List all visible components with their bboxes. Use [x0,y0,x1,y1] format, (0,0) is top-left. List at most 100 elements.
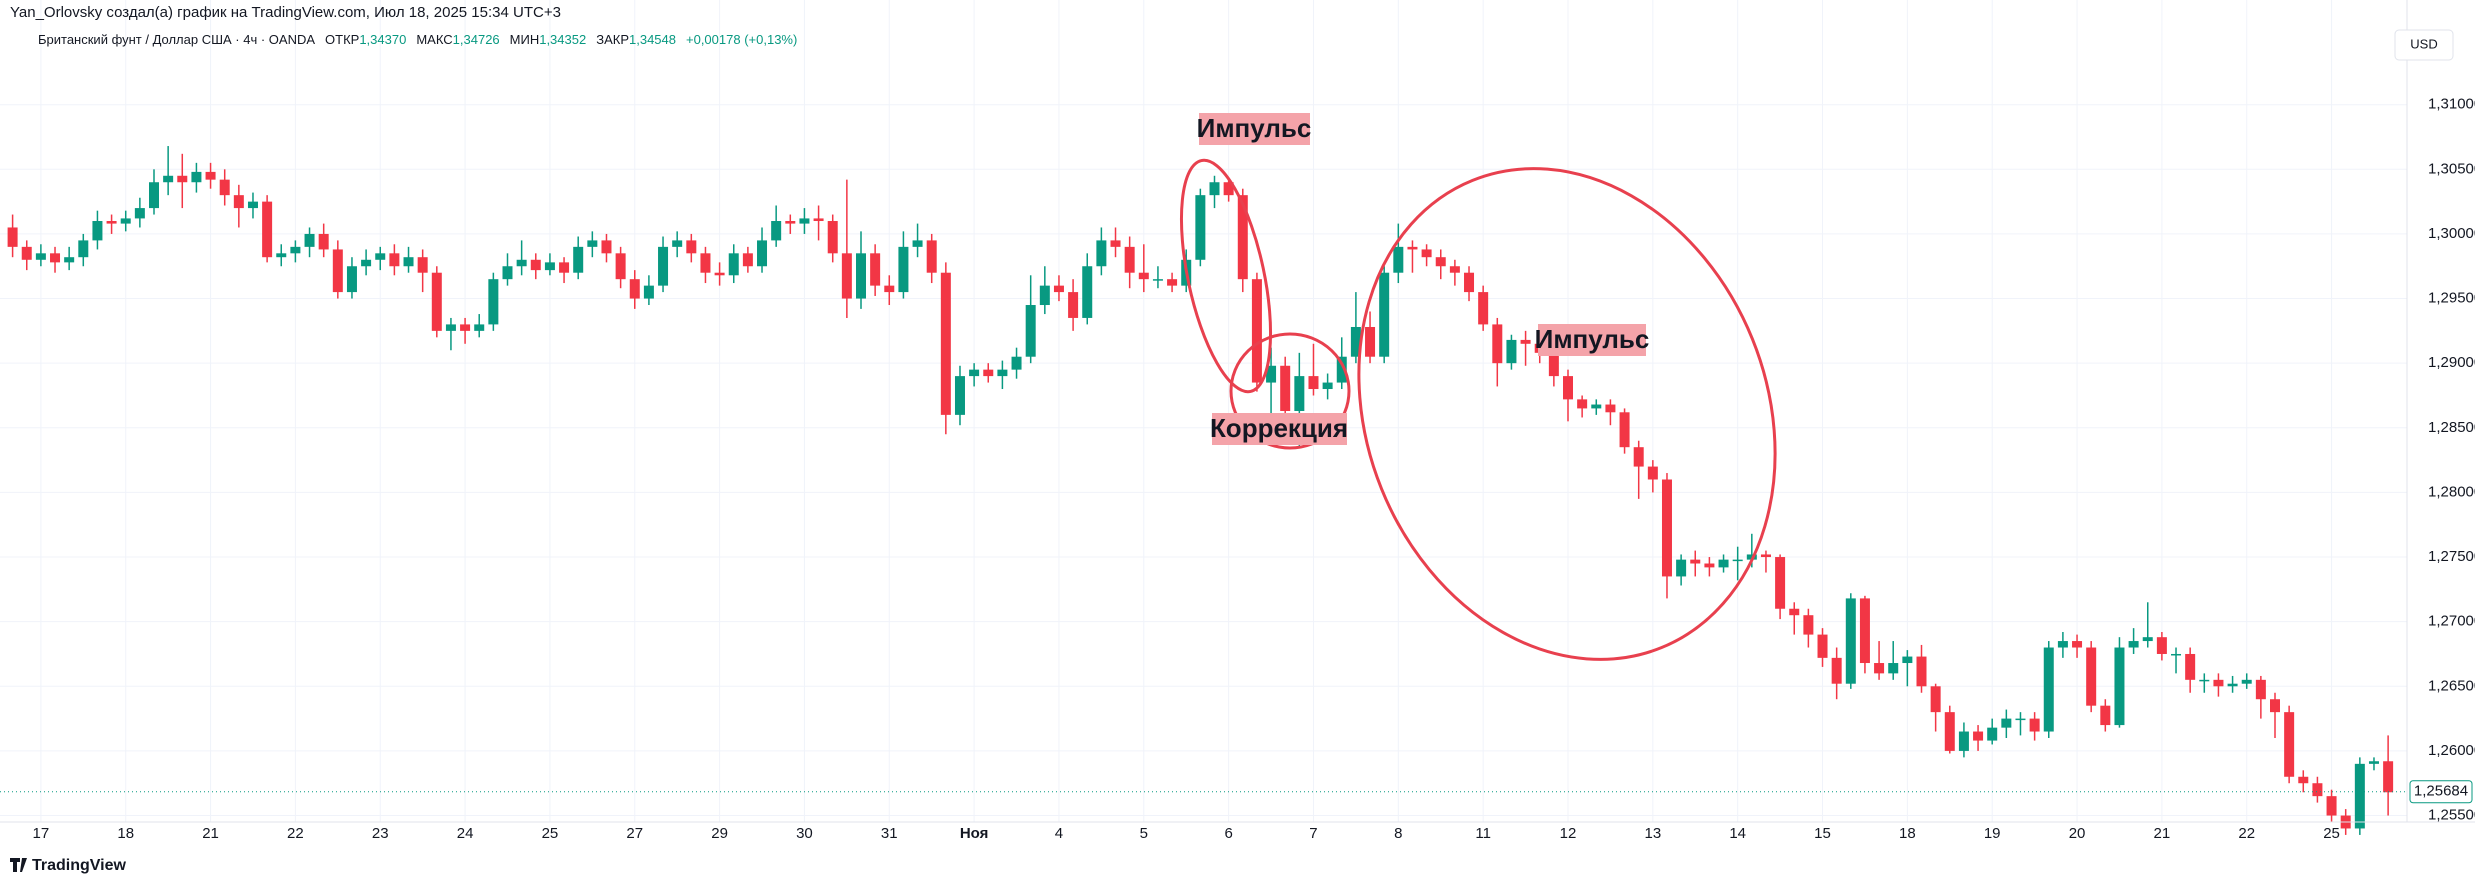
candle-body [912,240,923,247]
candle-body [2015,718,2026,721]
candle-body [1449,266,1460,273]
candle-body [1478,292,1489,325]
candle-body [643,285,654,299]
candle-body [1718,559,1729,568]
candle-body [686,240,697,254]
candle-body [1563,376,1573,400]
x-tick-label: 12 [1560,825,1577,842]
candle-body [92,221,103,241]
ohlc-name: МАКС [416,32,452,47]
candle-body [2043,647,2054,732]
y-tick-label: 1,29500 [2428,290,2475,307]
candle-body [50,253,61,263]
x-tick-label: 15 [1814,825,1831,842]
candle-body [1435,257,1446,267]
candle-body [1266,365,1277,383]
x-tick-label: 17 [33,825,50,842]
candle-body [2128,641,2139,648]
legend: Британский фунт / Доллар США · 4ч · OAND… [38,32,797,47]
candle-body [1633,447,1644,467]
x-tick-label: 29 [711,825,728,842]
candle-body [1732,559,1743,562]
y-tick-label: 1,26500 [2428,677,2475,694]
y-tick-label: 1,26000 [2428,742,2475,759]
candle-body [1831,657,1842,684]
candle-body [64,257,75,263]
annotation: Коррекция [1210,413,1348,443]
x-tick-label: 7 [1309,825,1317,842]
candle-body [233,195,244,209]
candle-body [2326,796,2337,816]
annotation: Импульс [1535,324,1650,354]
candle-body [1053,285,1064,293]
x-tick-label: 18 [1899,825,1916,842]
currency: USD [2410,36,2437,51]
candle-body [332,249,343,293]
y-tick-label: 1,31000 [2428,96,2475,113]
annotation: Импульс [1197,113,1312,143]
candle-body [1661,479,1672,577]
candle-body [2213,679,2224,687]
candle-body [1605,404,1616,413]
candle-body [1916,656,1927,687]
y-tick-label: 1,30000 [2428,225,2475,242]
candle-body [2284,712,2295,777]
candle-body [940,272,951,415]
candle-body [530,259,541,271]
brand: TradingView [32,857,127,874]
candle-body [474,324,485,331]
brand-logo [10,858,27,872]
candle-body [1619,412,1630,448]
candle-body [2171,653,2182,656]
y-tick-label: 1,28500 [2428,419,2475,436]
candle-body [841,253,852,299]
x-tick-label: 24 [457,825,474,842]
candle-body [120,218,131,224]
candle-body [2142,637,2153,642]
candle-body [1124,246,1135,273]
currency-button[interactable] [2394,29,2454,61]
candle-body [346,266,357,293]
candle-body [714,272,725,276]
last-price-label: 1,25684 [2414,783,2468,800]
ellipse [1179,158,1273,394]
candle-body [658,246,669,286]
candle-body [1039,285,1050,306]
candle-body [2199,679,2210,682]
candle-body [205,171,216,180]
candle-body [1110,240,1121,247]
candle-body [2354,763,2365,829]
candle-body [1506,339,1517,364]
candle-body [1082,266,1093,318]
candle-body [856,253,866,299]
ohlc-name: ОТКР [325,32,359,47]
candle-body [21,246,32,260]
x-tick-label: 31 [881,825,898,842]
candle-body [1195,195,1206,260]
candle-body [318,233,329,250]
candle-body [1393,246,1404,273]
candle-body [276,253,287,258]
candle-body [1365,326,1376,357]
candle-body [1167,279,1178,286]
candle-body [488,279,499,325]
y-tick-label: 1,30500 [2428,160,2475,177]
y-tick-label: 1,28000 [2428,483,2475,500]
candle-body [1350,326,1361,357]
candle-body [1874,663,1885,674]
candle-body [1803,615,1814,635]
ohlc-value: 1,34548 [629,32,676,47]
candle-body [601,240,612,254]
candle-body [1223,182,1234,196]
candle-body [1464,272,1475,293]
x-tick-label: 23 [372,825,389,842]
x-tick-label: 19 [1984,825,2001,842]
candle-body [1591,404,1602,409]
candle-body [219,179,230,196]
candle-body [1760,554,1771,558]
candle-body [1817,634,1828,658]
candle-body [870,253,881,286]
candle-body [813,218,824,222]
x-tick-label: 21 [202,825,219,842]
candle-body [827,221,838,254]
